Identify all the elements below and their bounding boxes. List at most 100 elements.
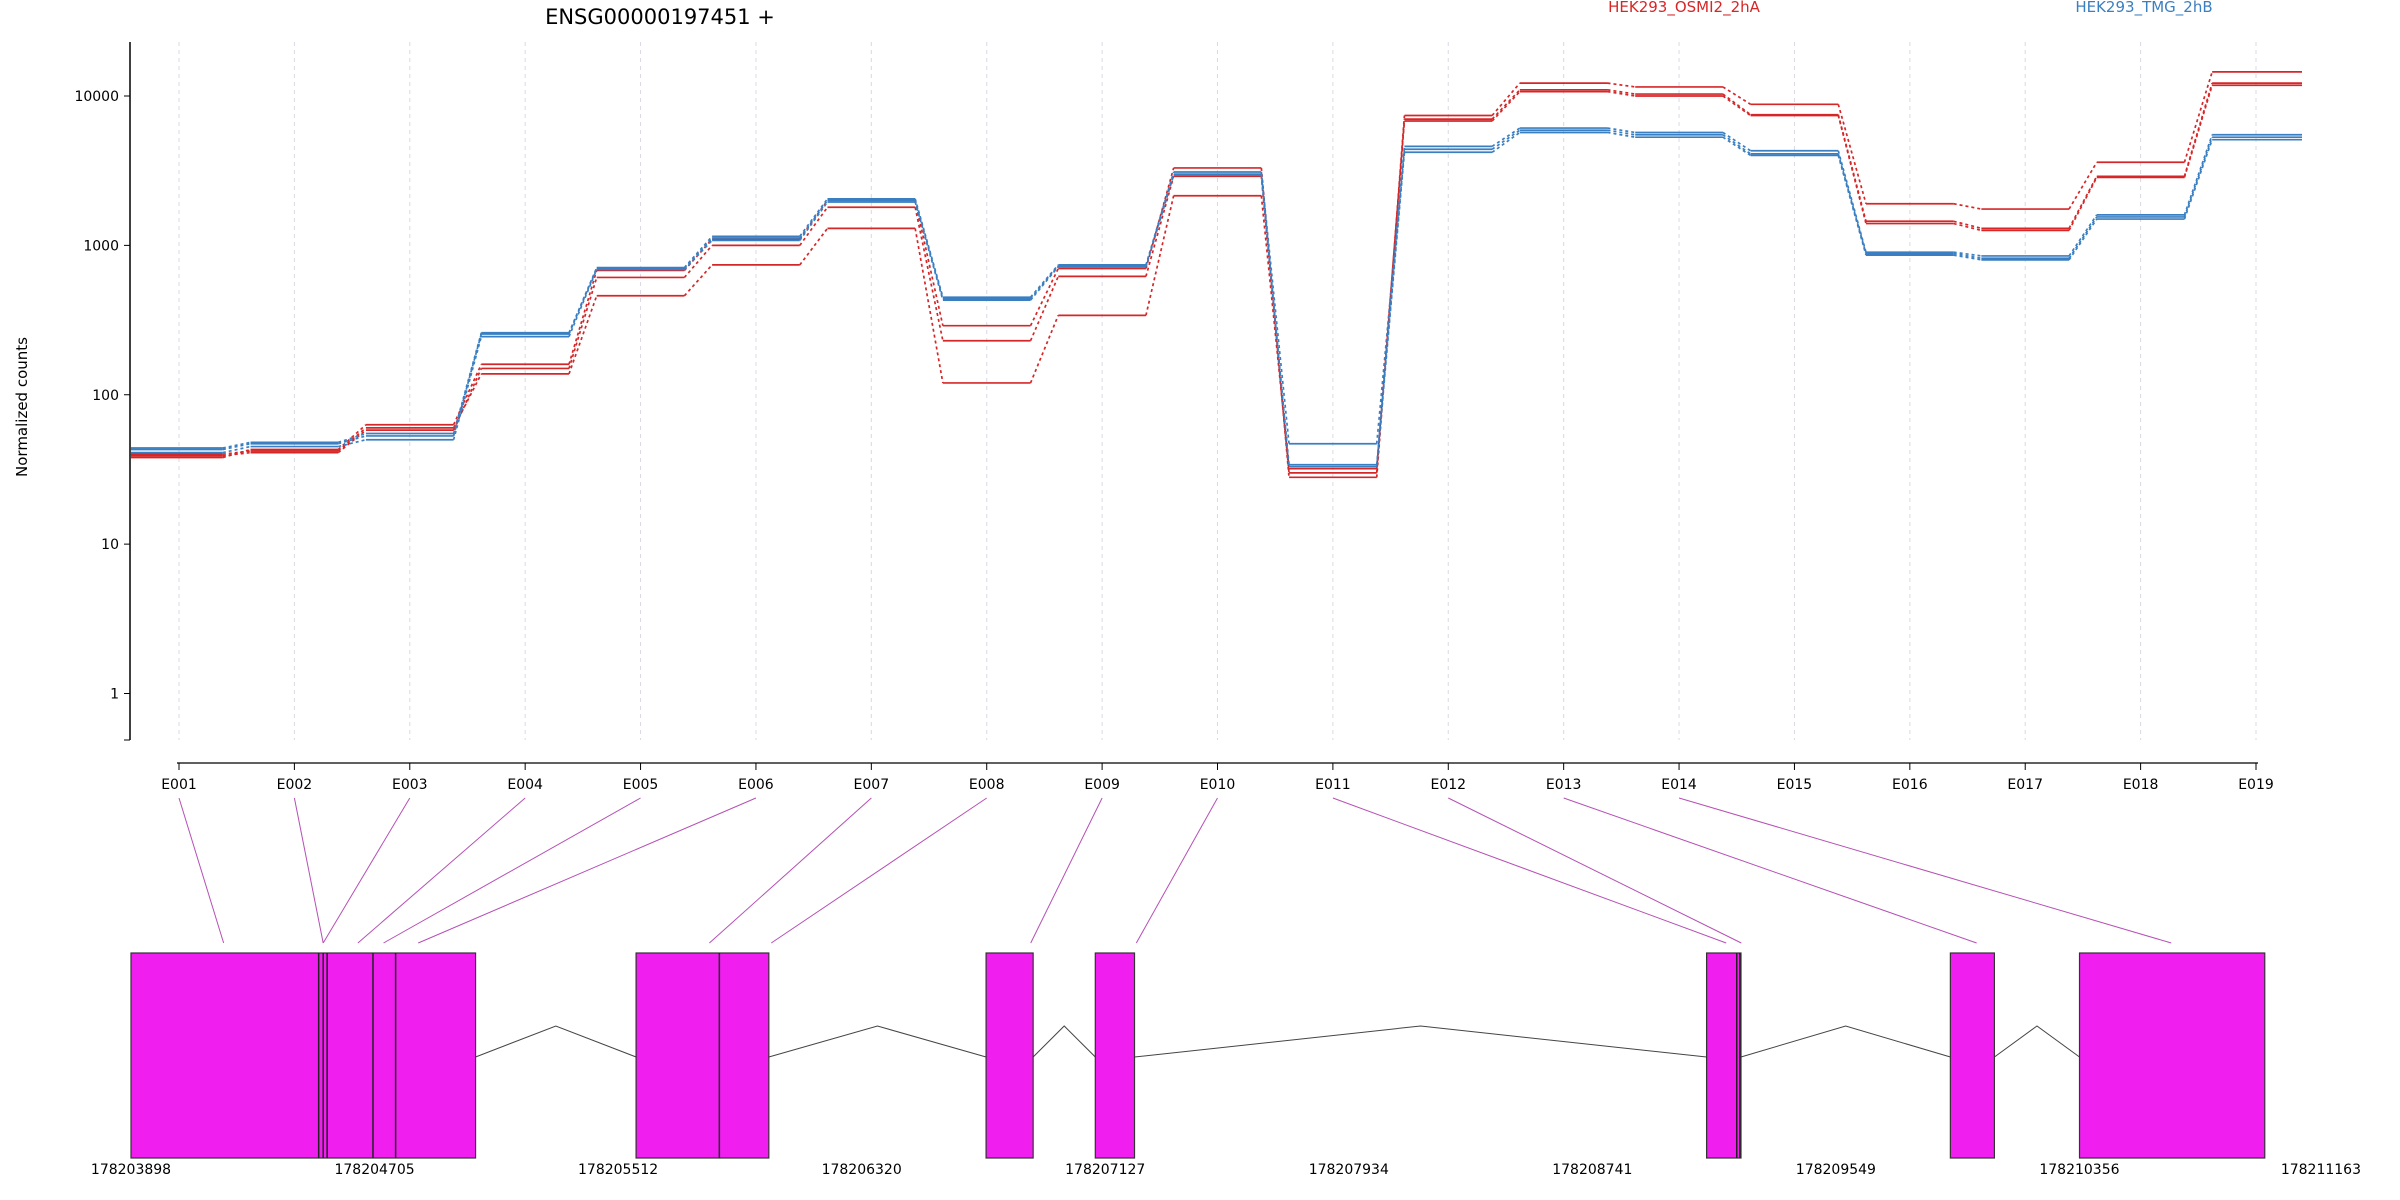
x-tick-label: E001 [161, 777, 197, 793]
series-transition [1491, 131, 1521, 153]
exon-connector [1135, 797, 1218, 944]
legend-label-tmg: HEK293_TMG_2hB [2075, 0, 2212, 17]
intron-line [475, 1025, 637, 1058]
series-transition [1375, 149, 1406, 465]
x-tick-label: E010 [1200, 777, 1236, 793]
intron-line [1740, 1025, 1951, 1058]
series-transition [1953, 202, 1982, 210]
series-transition [222, 451, 251, 457]
series-transition [1260, 167, 1290, 478]
series-transition [1029, 264, 1059, 298]
genomic-coordinate-label: 178203898 [91, 1162, 171, 1178]
series-transition [1607, 82, 1636, 88]
series-transition [1375, 152, 1406, 467]
genomic-coordinate-label: 178205512 [578, 1162, 658, 1178]
exon-connector [418, 797, 757, 944]
genomic-coordinate-label: 178206320 [822, 1162, 902, 1178]
genomic-coordinate-label: 178207934 [1309, 1162, 1389, 1178]
series-transition [452, 373, 483, 429]
series-transition [1837, 155, 1867, 256]
x-tick-label: E018 [2123, 777, 2159, 793]
x-axis: E001 E002 E003 E004 E005 E006 E007 E008 E009 E010… [161, 762, 2274, 793]
y-tick-label: 10000 [74, 89, 119, 105]
exon-block [985, 952, 1034, 1159]
series-transition [1722, 93, 1752, 116]
series-transition [1722, 136, 1752, 157]
exon-connector [1448, 797, 1742, 944]
y-tick-label: 10 [101, 537, 119, 553]
exon-connector [383, 797, 641, 944]
series-transition [1491, 82, 1521, 117]
series-transition [683, 239, 713, 271]
x-tick-label: E015 [1777, 777, 1813, 793]
series-transition [222, 442, 251, 451]
intron-line [1032, 1025, 1096, 1058]
series-transition [568, 277, 598, 369]
x-tick-label: E016 [1892, 777, 1928, 793]
x-tick-label: E006 [738, 777, 774, 793]
series-HEK293_TMG_2hB [131, 129, 2302, 466]
exon-connector [322, 797, 411, 944]
series-transition [1260, 195, 1290, 469]
exon-connector [709, 797, 872, 944]
series-transition [1722, 131, 1752, 152]
series-transition [452, 368, 483, 431]
x-tick-label: E019 [2238, 777, 2274, 793]
series-transition [2068, 177, 2098, 231]
genomic-coordinate-label: 178211163 [2281, 1162, 2361, 1178]
series-transition [2068, 218, 2098, 261]
series-transition [568, 270, 598, 365]
series-transition [1029, 265, 1059, 300]
y-tick-label: 1000 [83, 238, 119, 254]
intron-line [1994, 1025, 2080, 1058]
x-tick-label: E013 [1546, 777, 1582, 793]
exon-block [1705, 952, 1742, 1159]
series-transition [1491, 89, 1521, 120]
x-tick-label: E007 [854, 777, 890, 793]
series-transition [1607, 131, 1636, 139]
y-axis: 1 10 100 1000 10000 [74, 42, 131, 741]
series-transition [1607, 90, 1636, 97]
series-transition [683, 244, 713, 278]
series-transition [1837, 104, 1867, 204]
series-transition [799, 206, 829, 246]
legend-label-osmi2: HEK293_OSMI2_2hA [1608, 0, 1761, 17]
series-HEK293_OSMI2_2hA [131, 71, 2302, 479]
series-transition [1722, 134, 1752, 155]
series-transition [568, 269, 598, 337]
x-tick-label: E008 [969, 777, 1005, 793]
exon-block [1094, 952, 1136, 1159]
series-transition [914, 207, 944, 341]
series-transition [222, 441, 251, 449]
series-transition [2068, 216, 2098, 259]
exon-connector [1332, 797, 1727, 944]
series-transition [222, 445, 251, 454]
series-transition [914, 201, 944, 301]
exon-block [130, 952, 477, 1159]
series-transition [799, 201, 829, 241]
x-tick-label: E017 [2007, 777, 2043, 793]
exon-connectors [178, 797, 2172, 944]
series-transition [1145, 176, 1175, 277]
series-transition [452, 363, 483, 426]
exon-connector [293, 797, 324, 944]
series-transition [1145, 174, 1175, 267]
series-transition [1607, 127, 1636, 134]
series-transition [1607, 129, 1636, 136]
exon-connector [1678, 797, 2172, 944]
exon-block [635, 952, 770, 1159]
exon-connector [178, 797, 225, 944]
series-transition [1953, 222, 1982, 232]
genomic-coordinate-label: 178207127 [1065, 1162, 1145, 1178]
series-transition [799, 227, 829, 266]
series-transition [2183, 71, 2213, 163]
series-transition [1491, 129, 1521, 150]
exon-connector [357, 797, 526, 944]
y-tick-label: 1 [110, 687, 119, 703]
series-transition [1953, 251, 1982, 257]
genomic-coordinate-label: 178210356 [2039, 1162, 2119, 1178]
series-transition [1837, 115, 1867, 224]
genomic-coordinate-label: 178204705 [334, 1162, 414, 1178]
series-transition [1607, 88, 1636, 95]
